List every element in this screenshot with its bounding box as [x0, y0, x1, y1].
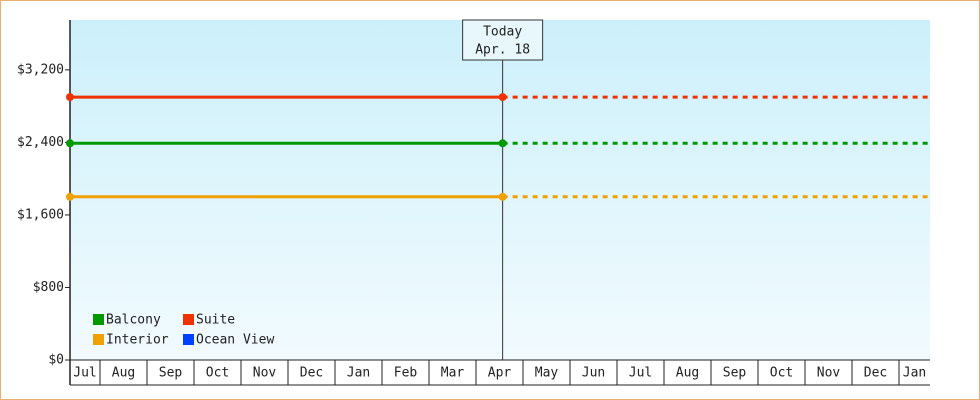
legend-swatch: [93, 314, 104, 325]
legend-swatch: [183, 334, 194, 345]
x-tick-label: Feb: [394, 366, 418, 381]
x-tick-label: Mar: [441, 366, 465, 381]
x-tick-label: Aug: [676, 366, 699, 381]
x-tick-label: Nov: [253, 366, 277, 381]
today-title: Today: [483, 25, 522, 40]
x-tick-label: Apr: [488, 366, 512, 381]
point: [66, 139, 74, 148]
point: [66, 93, 74, 102]
legend-label: Ocean View: [196, 333, 274, 348]
x-tick-label: Dec: [300, 366, 323, 381]
x-tick-label: May: [535, 366, 559, 381]
x-tick-label: Nov: [817, 366, 841, 381]
x-tick-label: Jan: [903, 366, 926, 381]
x-tick-label: Sep: [723, 366, 747, 381]
legend-label: Suite: [196, 313, 235, 328]
legend-label: Balcony: [106, 313, 161, 328]
plot-area: [70, 20, 930, 360]
x-tick-label: Jul: [73, 366, 96, 381]
x-tick-label: Dec: [864, 366, 887, 381]
legend-label: Interior: [106, 333, 169, 348]
point: [498, 192, 507, 201]
legend-swatch: [183, 314, 194, 325]
point: [66, 192, 74, 201]
x-tick-label: Jun: [582, 366, 605, 381]
y-tick-label: $2,400: [17, 135, 64, 150]
x-tick-label: Jan: [347, 366, 370, 381]
today-box: [462, 19, 544, 61]
point: [498, 93, 507, 102]
x-tick-label: Sep: [159, 366, 183, 381]
y-tick-label: $3,200: [17, 62, 64, 77]
legend-swatch: [93, 334, 104, 345]
y-tick-label: $800: [33, 280, 64, 295]
y-tick-label: $1,600: [17, 207, 64, 222]
x-tick-label: Oct: [770, 366, 793, 381]
today-date: Apr. 18: [475, 43, 530, 58]
x-tick-label: Jul: [629, 366, 652, 381]
x-tick-label: Aug: [112, 366, 135, 381]
y-tick-label: $0: [48, 353, 64, 368]
point: [498, 139, 507, 148]
x-tick-label: Oct: [206, 366, 229, 381]
